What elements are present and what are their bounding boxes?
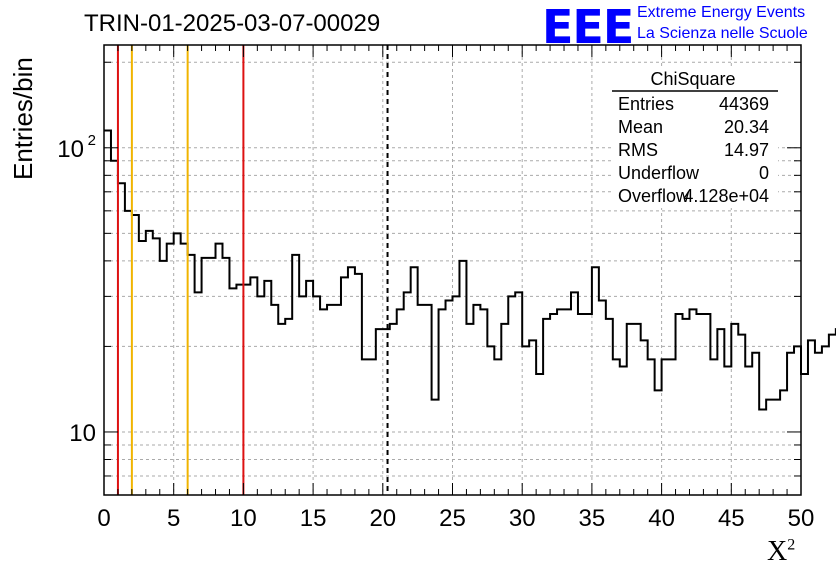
x-tick-label: 40	[648, 505, 675, 532]
chart-title: TRIN-01-2025-03-07-00029	[84, 10, 381, 37]
x-tick-label: 20	[369, 505, 396, 532]
x-tick-label: 50	[788, 505, 815, 532]
y-tick-label: 10	[57, 136, 84, 163]
stats-row-value: 44369	[719, 94, 769, 114]
x-tick-label: 5	[167, 505, 180, 532]
x-axis-label: X2	[767, 536, 795, 568]
y-tick-label-exponent: 2	[88, 132, 96, 149]
stats-row-label: Overflow	[618, 186, 690, 206]
x-tick-label: 25	[439, 505, 466, 532]
x-axis-label-exponent: 2	[787, 536, 796, 554]
y-tick-label: 10	[69, 420, 96, 447]
histogram-series-line	[104, 129, 836, 411]
stats-row-label: RMS	[618, 140, 658, 160]
x-tick-label: 15	[300, 505, 327, 532]
stats-row-value: 0	[759, 163, 769, 183]
x-axis-ticks	[103, 45, 802, 495]
stats-row-label: Underflow	[618, 163, 700, 183]
x-tick-label: 35	[579, 505, 606, 532]
y-axis-label: Entries/bin	[8, 57, 38, 180]
stats-box: ChiSquare Entries 44369 Mean 20.34 RMS 14.97 Un…	[612, 68, 778, 208]
x-tick-label: 30	[509, 505, 536, 532]
y-axis-ticks	[104, 61, 801, 477]
x-tick-label: 10	[230, 505, 257, 532]
logo-line-1: Extreme Energy Events	[637, 4, 806, 21]
stats-box-title: ChiSquare	[650, 69, 735, 89]
stats-row-label: Entries	[618, 94, 674, 114]
stats-row-value: 20.34	[724, 117, 769, 137]
logo-line-2: La Scienza nelle Scuole	[637, 25, 808, 42]
eee-logo: EEE	[542, 0, 634, 54]
stats-row-value: 14.97	[724, 140, 769, 160]
x-axis-label-base: X	[767, 536, 788, 567]
x-tick-label: 45	[718, 505, 745, 532]
x-tick-label: 0	[97, 505, 110, 532]
stats-row-label: Mean	[618, 117, 663, 137]
stats-row-value: 4.128e+04	[683, 186, 769, 206]
